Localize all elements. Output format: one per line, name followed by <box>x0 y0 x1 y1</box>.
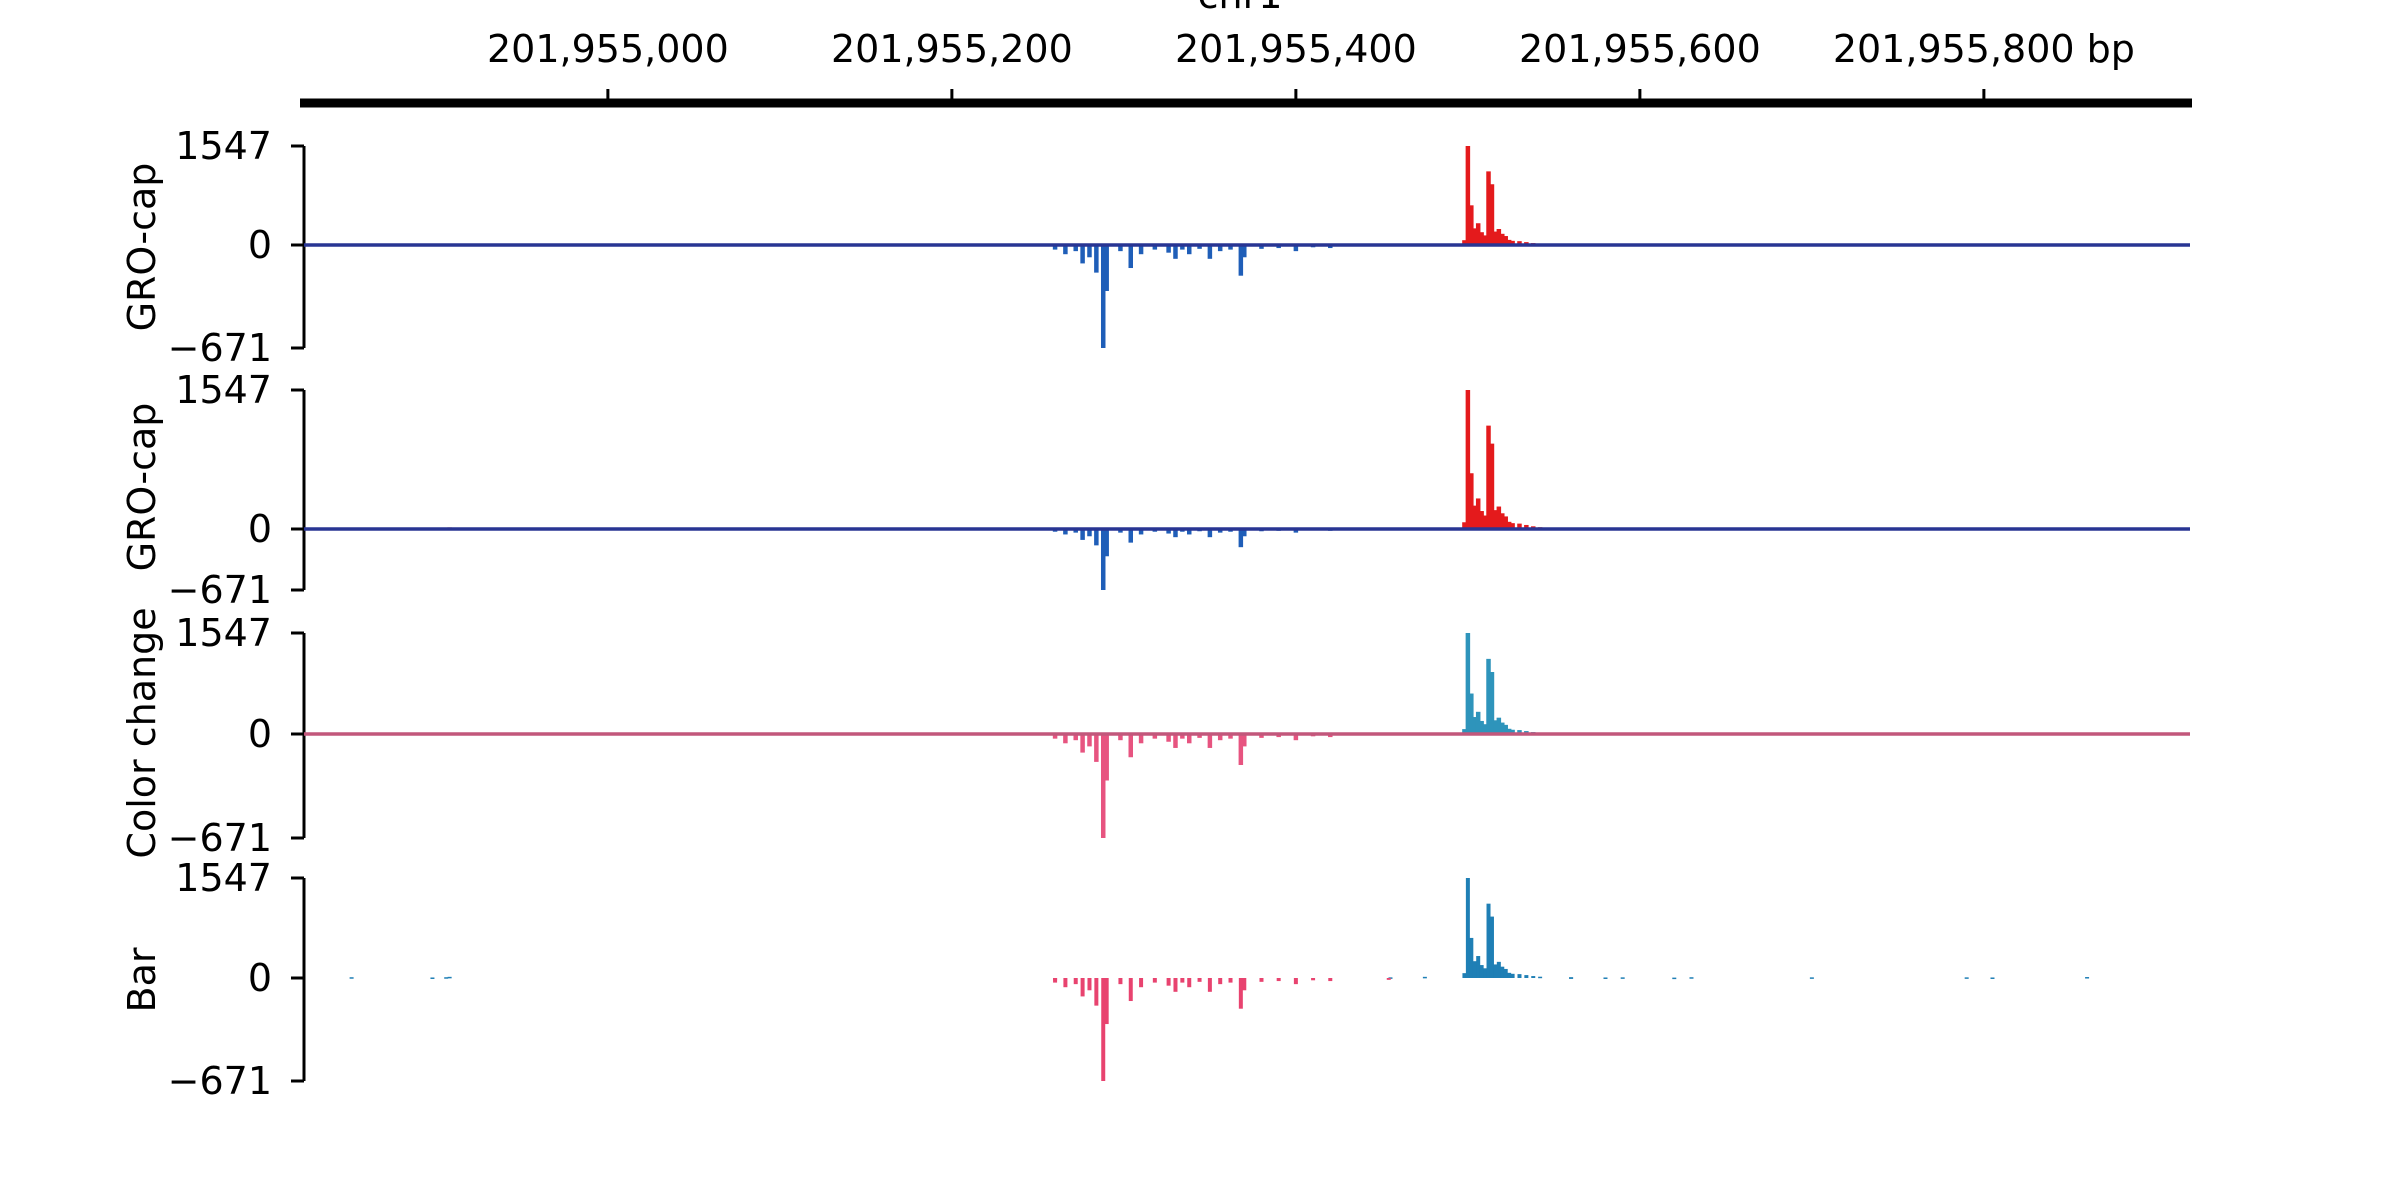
signal-bar-plus <box>1479 965 1484 978</box>
x-tick-label: 201,955,800 bp <box>1833 27 2135 71</box>
track-label: GRO-cap <box>120 403 164 572</box>
signal-bar-minus <box>1101 978 1106 1081</box>
track-label: GRO-cap <box>120 163 164 332</box>
x-ticks: 201,955,000 201,955,200 201,955,400 201,955… <box>487 27 2135 103</box>
signal-bar-plus <box>1503 968 1508 978</box>
x-tick-label: 201,955,200 <box>831 27 1073 71</box>
signal-bar-plus <box>444 977 449 979</box>
signal-bar-minus <box>1073 978 1078 985</box>
signal-bar-plus <box>1531 976 1536 978</box>
tracks: 15470−671GRO-cap15470−671GRO-cap15470−67… <box>120 124 2190 1103</box>
signal-bar-minus <box>1166 978 1171 986</box>
signal-bar-plus <box>1524 975 1529 978</box>
signal-bar-minus <box>1139 978 1144 988</box>
signal-bar-minus <box>1104 978 1109 1025</box>
signal-bar-plus <box>1493 964 1498 978</box>
signal-bar-plus <box>1620 977 1625 979</box>
signal-bar-plus <box>1964 977 1969 979</box>
y-tick-label: 1547 <box>175 856 272 900</box>
signal-bar-minus <box>1128 978 1133 1002</box>
y-tick-label: 0 <box>248 956 272 1000</box>
x-tick-label: 201,955,000 <box>487 27 729 71</box>
track-4: 1547 0 −671 Bar <box>120 856 2090 1103</box>
y-tick-label: 0 <box>248 223 272 267</box>
signal-bar-plus <box>1422 976 1427 979</box>
y-tick-label: 1547 <box>175 611 272 655</box>
signal-bar-plus <box>1483 968 1488 978</box>
signal-bar-minus <box>1080 978 1085 997</box>
y-tick-label: 0 <box>248 507 272 551</box>
signal-bar-plus <box>1462 973 1467 978</box>
signal-bar-plus <box>430 977 435 979</box>
y-tick-label: −671 <box>168 816 272 860</box>
y-tick-label: 1547 <box>175 124 272 168</box>
signal-bar-minus <box>1180 978 1185 983</box>
x-tick-label: 201,955,400 <box>1175 27 1417 71</box>
signal-bar-minus <box>1242 978 1247 991</box>
signal-bar-plus <box>1507 972 1512 978</box>
y-tick-label: 1547 <box>175 368 272 412</box>
y-tick-label: −671 <box>168 326 272 370</box>
signal-bar-plus <box>1469 937 1474 978</box>
signal-bar-plus <box>1689 977 1694 979</box>
signal-bar-minus <box>1228 978 1233 983</box>
signal-bar-plus <box>1569 977 1574 979</box>
signal-bar-plus <box>1603 977 1608 979</box>
signal-bar-plus <box>447 976 452 979</box>
signal-bar-minus <box>1207 978 1212 992</box>
signal-bar-plus <box>1500 966 1505 978</box>
signal-bar-minus <box>1087 978 1092 991</box>
y-tick-label: −671 <box>168 568 272 612</box>
x-axis: chr1 201,955,000201,955,200201,955,40020… <box>300 0 2192 108</box>
signal-bar-plus <box>1510 973 1515 978</box>
y-tick-label: 0 <box>248 712 272 756</box>
signal-bar-minus <box>1328 978 1333 982</box>
signal-bar-minus <box>1053 978 1058 981</box>
signal-bar-minus <box>1187 978 1192 988</box>
signal-bar-minus <box>1197 978 1202 982</box>
signal-bar-plus <box>1472 961 1477 978</box>
signal-bar-plus <box>1809 977 1814 979</box>
signal-bar-minus <box>1276 978 1281 982</box>
signal-bar-minus <box>1118 978 1123 985</box>
signal-bar-plus <box>2085 977 2090 979</box>
signal-bar-minus <box>1259 978 1264 982</box>
chromosome-label: chr1 <box>1198 0 1283 17</box>
signal-bar-plus <box>1489 916 1494 978</box>
signal-bar-minus <box>1238 978 1243 1009</box>
signal-bar-minus <box>1152 978 1157 983</box>
track-label: Bar <box>120 947 164 1012</box>
signal-bar-plus <box>1990 977 1995 979</box>
signal-bar-plus <box>1517 974 1522 978</box>
signal-bar-minus <box>1311 978 1316 981</box>
track-label: Color change <box>120 607 164 858</box>
signal-bar-minus <box>1094 978 1099 1006</box>
signal-bar-plus <box>349 977 354 979</box>
signal-bar-plus <box>1486 903 1491 978</box>
y-tick-label: −671 <box>168 1059 272 1103</box>
x-tick-label: 201,955,600 <box>1519 27 1761 71</box>
signal-bar-minus <box>1173 978 1178 992</box>
signal-bar-plus <box>1465 878 1470 978</box>
signal-bar-minus <box>1218 978 1223 985</box>
signal-bar-minus <box>1063 978 1068 988</box>
signal-bar-plus <box>1476 956 1481 978</box>
signal-bar-plus <box>1496 961 1501 978</box>
signal-bar-plus <box>1672 977 1677 980</box>
signal-bar-minus <box>1293 978 1298 985</box>
signal-bar-minus <box>1386 978 1391 980</box>
signal-bar-plus <box>1538 976 1543 979</box>
